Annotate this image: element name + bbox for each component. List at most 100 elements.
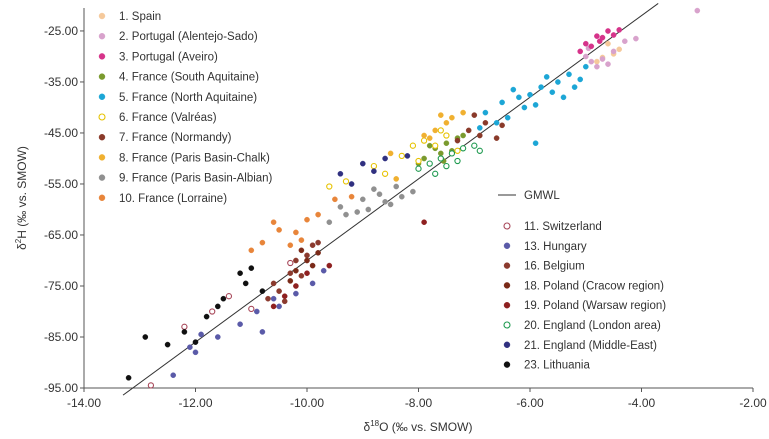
data-point <box>622 38 628 45</box>
data-point <box>170 372 176 379</box>
data-point <box>415 165 422 172</box>
y-ticks: -25.00 -35.00 -45.00 -55.00 -65.00 -75.00 -85.… <box>44 24 84 395</box>
data-point <box>248 247 255 254</box>
data-point <box>421 132 427 139</box>
x-tick-label: -8.00 <box>405 396 433 410</box>
data-point <box>359 196 366 203</box>
y-tick-label: -55.00 <box>44 177 78 191</box>
data-point <box>437 127 444 134</box>
data-point <box>214 303 221 310</box>
data-point <box>560 94 567 101</box>
y-tick-label: -25.00 <box>44 24 78 38</box>
data-point <box>596 38 603 45</box>
data-point <box>248 305 255 313</box>
data-point <box>276 303 282 310</box>
y-tick-label: -35.00 <box>44 75 78 89</box>
legend-entry-label: 6. France (Valréas) <box>119 112 217 124</box>
data-point <box>293 257 299 264</box>
data-point <box>381 170 389 177</box>
data-point <box>203 313 210 320</box>
data-point <box>248 265 255 271</box>
data-point <box>426 135 433 141</box>
data-point <box>476 125 483 131</box>
data-point <box>309 280 316 287</box>
legend-entry-label: 3. Portugal (Aveiro) <box>119 51 218 63</box>
data-point <box>181 323 188 330</box>
data-point <box>460 132 466 139</box>
data-point <box>187 344 193 351</box>
data-point <box>393 183 400 190</box>
data-point <box>293 290 299 297</box>
data-point <box>421 155 427 162</box>
data-point <box>287 278 294 284</box>
legend-marker <box>98 174 106 181</box>
legend-entry-label: 5. France (North Aquitaine) <box>119 92 257 104</box>
data-point <box>482 120 489 126</box>
data-point <box>410 188 416 195</box>
legend-entry-label: 16. Belgium <box>524 261 585 273</box>
y-tick-label: -75.00 <box>44 279 78 293</box>
data-point <box>337 204 344 210</box>
data-point <box>293 267 299 274</box>
data-point <box>583 63 589 70</box>
data-point <box>309 262 316 269</box>
legend-entry-label: 4. France (South Aquitaine) <box>119 72 259 84</box>
data-point <box>476 147 483 154</box>
y-axis-label-rest: H (‰ vs. SMOW) <box>15 146 29 239</box>
data-point <box>583 53 589 60</box>
data-point <box>415 157 422 165</box>
data-point <box>298 272 305 279</box>
legend-entry-label: 20. England (London area) <box>524 320 661 332</box>
legend-entry-label: 19. Poland (Warsaw region) <box>524 300 666 312</box>
data-point <box>270 295 277 302</box>
data-point <box>332 196 338 203</box>
x-axis-label-superscript: 18 <box>370 419 379 428</box>
data-point <box>315 211 321 218</box>
data-point <box>499 99 505 106</box>
data-point <box>382 198 388 205</box>
data-point <box>192 349 199 356</box>
data-point <box>577 48 584 55</box>
data-point <box>164 341 171 348</box>
data-point <box>393 176 400 182</box>
legend-marker <box>503 222 511 230</box>
data-points <box>125 7 701 389</box>
data-point <box>549 89 556 95</box>
data-point <box>259 329 266 335</box>
data-point <box>376 191 383 197</box>
gmwl-line <box>122 3 659 396</box>
legend-entry-label: 2. Portugal (Alentejo-Sado) <box>119 31 258 43</box>
data-point <box>298 247 305 254</box>
data-point <box>594 58 600 65</box>
data-point <box>588 58 595 65</box>
data-point <box>493 120 500 126</box>
data-point <box>142 334 149 340</box>
data-point <box>326 183 333 190</box>
data-point <box>309 242 316 248</box>
data-point <box>454 147 461 154</box>
data-point <box>409 142 417 149</box>
data-point <box>449 114 455 121</box>
data-point <box>359 160 366 167</box>
data-point <box>270 280 277 287</box>
data-point <box>259 239 266 246</box>
legend-entry-label: 18. Poland (Cracow region) <box>524 280 664 292</box>
data-point <box>220 295 227 302</box>
data-point <box>365 206 372 213</box>
legend-left: 1. Spain 2. Portugal (Alentejo-Sado) 3. Po… <box>98 11 273 205</box>
data-point <box>387 150 394 157</box>
data-point <box>432 127 439 134</box>
data-point <box>281 298 288 305</box>
data-point <box>214 334 221 340</box>
legend-marker <box>98 194 106 202</box>
x-tick-label: -2.00 <box>739 396 767 410</box>
data-point <box>337 170 344 177</box>
data-point <box>454 157 461 165</box>
data-point <box>270 219 277 225</box>
data-point <box>471 142 478 149</box>
data-point <box>192 339 199 345</box>
legend-marker <box>98 133 106 141</box>
data-point <box>382 155 388 162</box>
data-point <box>404 153 411 159</box>
